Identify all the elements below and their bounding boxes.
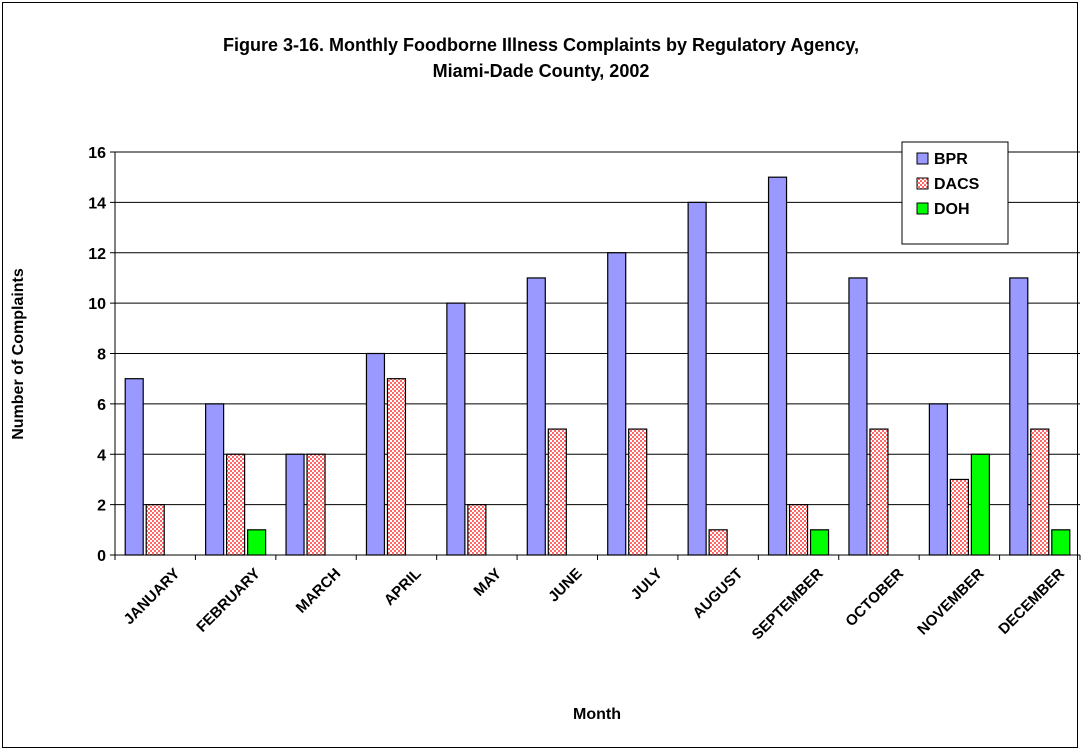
y-tick-label: 6 <box>97 397 106 414</box>
bar-dacs-may <box>467 504 487 556</box>
legend-swatch-bpr <box>916 152 929 165</box>
bar-dacs-february <box>226 453 246 556</box>
bar-doh-september <box>809 529 830 556</box>
bar-bpr-september <box>767 176 788 556</box>
x-tick-label: MAY <box>470 565 505 600</box>
y-tick-label: 8 <box>97 347 106 364</box>
y-tick-label: 0 <box>97 548 106 565</box>
bar-bpr-november <box>928 403 948 556</box>
gridlines <box>115 151 1080 506</box>
y-tick-label: 10 <box>88 296 106 313</box>
bars <box>124 176 1071 556</box>
bar-dacs-june <box>547 428 567 556</box>
chart-title: Figure 3-16. Monthly Foodborne Illness C… <box>0 32 1082 84</box>
bar-bpr-april <box>365 352 386 556</box>
y-axis-title: Number of Complaints <box>10 268 27 440</box>
bar-bpr-march <box>285 453 305 556</box>
legend-label-doh: DOH <box>934 201 970 218</box>
x-tick-label: JANUARY <box>120 565 183 628</box>
bar-bpr-december <box>1009 277 1029 556</box>
bar-doh-february <box>247 529 267 556</box>
bar-bpr-october <box>848 277 868 556</box>
bar-bpr-august <box>687 201 707 556</box>
bar-bpr-february <box>205 403 225 556</box>
bar-bpr-july <box>607 252 627 556</box>
bar-dacs-august <box>708 529 728 556</box>
bar-bpr-may <box>446 302 466 556</box>
y-tick-labels: 0 2 4 6 8 10 12 14 16 <box>88 145 115 565</box>
bar-dacs-march <box>306 453 326 556</box>
bar-dacs-september <box>788 504 809 556</box>
y-tick-label: 2 <box>97 498 106 515</box>
bar-bpr-june <box>526 277 546 556</box>
bar-bpr-january <box>124 378 144 556</box>
bar-dacs-april <box>386 378 407 556</box>
legend-swatch-dacs <box>916 177 929 190</box>
x-tick-label: MARCH <box>293 565 344 616</box>
bar-dacs-july <box>628 428 648 556</box>
bar-doh-november <box>970 453 990 556</box>
legend: BPR DACS DOH <box>901 141 1009 245</box>
x-tick-label: FEBRUARY <box>193 565 264 636</box>
legend-label-bpr: BPR <box>934 151 968 168</box>
bar-dacs-january <box>145 504 165 556</box>
x-tick-label: APRIL <box>381 565 425 609</box>
x-tick-label: DECEMBER <box>995 565 1068 638</box>
bar-dacs-october <box>869 428 889 556</box>
chart-title-line1: Figure 3-16. Monthly Foodborne Illness C… <box>222 35 860 55</box>
x-tick-label: NOVEMBER <box>914 565 987 638</box>
x-tick-labels: JANUARY FEBRUARY MARCH APRIL MAY JUNE JULY AUGU… <box>114 555 1081 643</box>
x-axis-title: Month <box>573 706 621 723</box>
legend-label-dacs: DACS <box>934 176 980 193</box>
bar-dacs-november <box>949 478 969 556</box>
x-tick-label: OCTOBER <box>842 565 907 630</box>
chart-title-line2: Miami-Dade County, 2002 <box>432 61 650 81</box>
legend-swatch-doh <box>916 202 929 215</box>
x-tick-label: JUNE <box>545 565 585 605</box>
x-tick-label: SEPTEMBER <box>749 565 827 643</box>
y-tick-label: 12 <box>88 246 106 263</box>
bar-doh-december <box>1051 529 1071 556</box>
bar-dacs-december <box>1030 428 1050 556</box>
x-tick-label: JULY <box>628 565 666 603</box>
y-tick-label: 16 <box>88 145 106 162</box>
x-tick-label: AUGUST <box>690 565 747 622</box>
y-tick-label: 14 <box>88 195 106 212</box>
y-tick-label: 4 <box>97 447 106 464</box>
